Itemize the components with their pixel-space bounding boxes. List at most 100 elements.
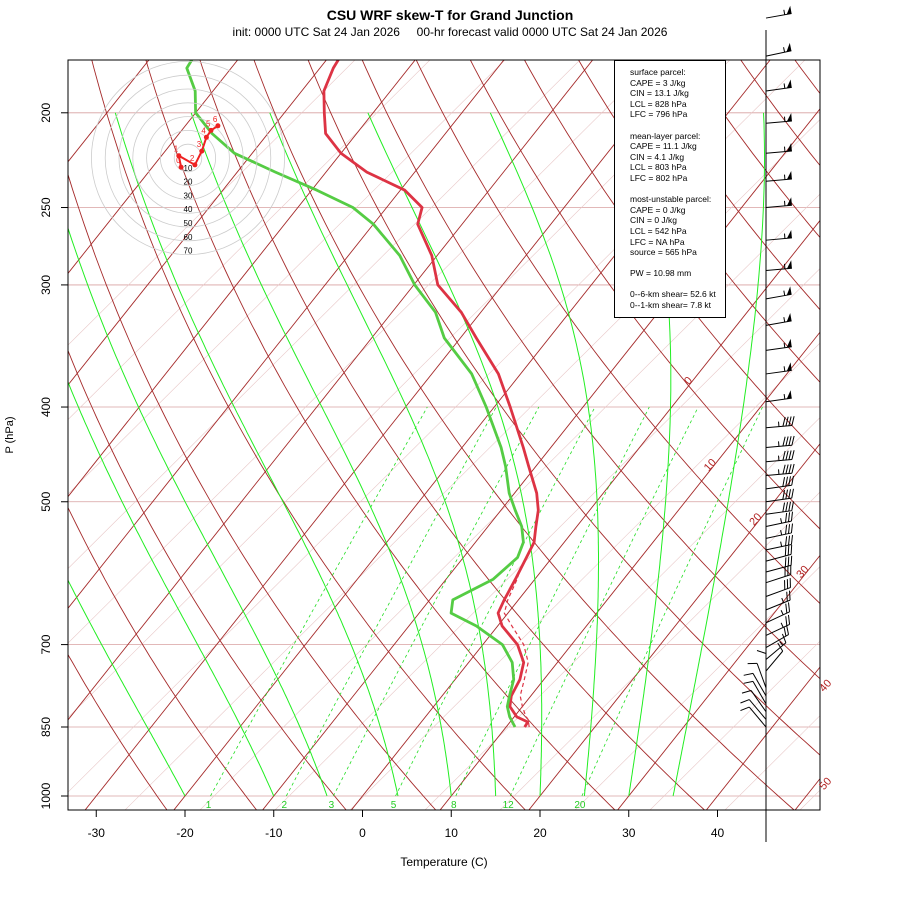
mixing-ratio-label-12: 12 [503,800,515,811]
hodograph-ring-70 [91,61,285,255]
hodograph-ring-60 [104,74,272,242]
wind-barb [765,602,791,624]
most-unstable-lfc: LFC = NA hPa [630,236,685,247]
mixing-ratio-line-8 [455,406,650,797]
y-tick-label-500: 500 [39,491,53,511]
dry-adiabat-360 [469,60,820,530]
x-tick-label-0: 0 [359,826,366,840]
hodograph-ring-20 [159,129,216,186]
isotherm-0 [350,219,820,810]
hodograph-ring-label-50: 50 [184,219,193,228]
wind-barb [765,555,793,573]
surface-lfc: LFC = 796 hPa [630,109,688,120]
y-axis-label: P (hPa) [4,416,16,453]
background-diagonal [799,789,820,810]
wind-barb [765,578,791,597]
hodograph-point [178,164,184,170]
wind-barb [765,113,792,124]
background-diagonal [68,60,656,644]
wind-barb [765,544,793,562]
background-diagonal [199,193,820,810]
wind-barb-flag [786,390,792,399]
isotherm-10 [439,331,820,810]
isotherm--50 [68,60,505,609]
parcel-info-panel: surface parcel: CAPE = 3 J/kg CIN = 13.1… [614,60,726,318]
wind-barb [756,650,767,680]
moist-adiabat-30 [628,112,672,797]
hodograph-ring-label-10: 10 [184,164,193,173]
wind-barb [765,565,792,584]
surface-parcel-header: surface parcel: [630,67,686,77]
wind-barb-flag [786,79,792,89]
x-tick-label-40: 40 [711,826,725,840]
hodograph-ring-50 [118,88,258,228]
isotherm--20 [173,60,771,810]
hodograph-point-label-0: 0 [176,156,181,165]
dry-adiabat-350 [415,60,820,605]
dry-adiabat-390 [632,60,820,311]
moist-adiabat--20 [68,579,186,797]
hodograph-ring-label-30: 30 [184,191,193,200]
wind-barb [765,488,794,503]
wind-barb [765,390,792,403]
mixing-ratio-line-20 [581,406,763,797]
mixing-ratio-line-1 [210,406,428,797]
background-diagonal [424,417,820,810]
isotherm-label-10: 10 [702,457,719,474]
wind-barb [765,143,792,154]
dry-adiabat-290 [91,60,526,810]
dry-adiabat-270 [68,349,347,810]
moist-adiabat-10 [190,112,452,797]
mixing-ratio-label-3: 3 [329,800,335,811]
moist-adiabat-25 [489,112,599,797]
most-unstable-source: source = 565 hPa [630,247,697,258]
mean-layer-lfc: LFC = 802 hPa [630,172,688,183]
x-axis-label: Temperature (C) [400,855,487,869]
isotherm-label-30: 30 [794,564,811,581]
mixing-ratio-label-2: 2 [282,800,288,811]
wind-barb [747,662,767,688]
isotherm--10 [262,108,820,810]
most-unstable-cin: CIN = 0 J/kg [630,215,678,226]
surface-cape: CAPE = 3 J/kg [630,77,686,88]
hodograph-ring-label-70: 70 [184,247,193,256]
isotherm--30 [84,60,682,810]
mixing-ratio-label-1: 1 [206,800,212,811]
background-diagonal [68,60,431,420]
hodograph-point-label-2: 2 [190,154,195,163]
y-tick-label-1000: 1000 [39,782,53,809]
moist-adiabat--4 [68,226,328,797]
wind-barb [765,42,792,57]
wind-barb-flag [786,5,792,15]
wind-barb [765,633,787,660]
hodograph-ring-label-60: 60 [184,233,193,242]
wind-barb-flag [786,143,792,152]
hodograph-point [192,162,198,168]
wind-barb [765,625,790,649]
wind-barb [765,171,792,182]
isotherm-label-20: 20 [747,511,764,528]
wind-barb-flag [786,313,792,322]
temperature-line [322,60,540,728]
wind-barb [765,642,784,672]
y-tick-label-300: 300 [39,275,53,295]
background-diagonal [68,60,581,570]
most-unstable-parcel-header: most-unstable parcel: [630,194,712,205]
background-diagonal [574,566,820,810]
wind-barb [743,672,767,697]
shear-0-6km: 0--6-km shear= 52.6 kt [630,289,716,300]
mixing-ratio-label-8: 8 [451,800,457,811]
background-diagonal [499,491,820,810]
wind-barb [765,534,793,551]
background-diagonal [68,60,731,719]
wind-barb [765,313,792,326]
wind-barb [765,511,793,527]
wind-barb [765,362,792,375]
hodograph-ring-label-20: 20 [184,178,193,187]
background-diagonal [68,60,506,495]
surface-lcl: LCL = 828 hPa [630,98,687,109]
wind-barb [765,197,792,209]
moist-adiabats [68,112,765,797]
hodograph-point-label-1: 1 [174,145,179,154]
x-tick-label--30: -30 [88,826,106,840]
